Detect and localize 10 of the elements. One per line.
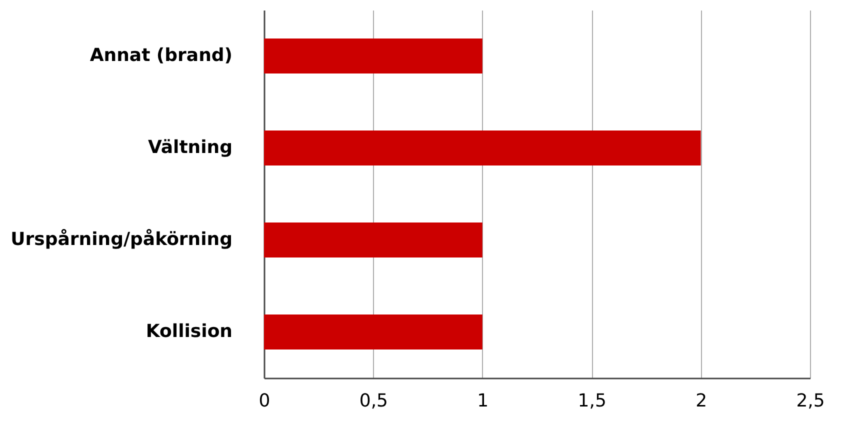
x-tick-label: 1,5 — [578, 390, 606, 412]
x-tick-label: 2 — [696, 390, 708, 412]
x-tick-label: 0 — [258, 390, 270, 412]
y-tick-label: Urspårning/påkörning — [10, 229, 232, 250]
y-tick-label: Annat (brand) — [90, 45, 232, 66]
y-tick-label: Vältning — [148, 137, 232, 158]
x-tick-label: 2,5 — [796, 390, 825, 412]
y-tick-label: Kollision — [146, 321, 232, 342]
x-tick-label: 0,5 — [359, 390, 388, 412]
x-tick-label: 1 — [477, 390, 489, 412]
